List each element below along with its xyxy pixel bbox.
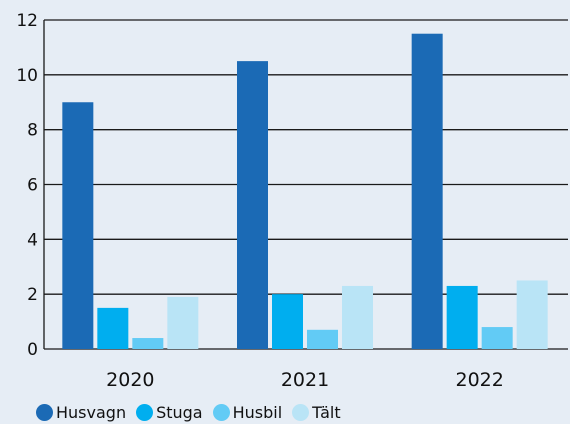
legend-item-stuga: Stuga (136, 403, 203, 422)
bar-tält-2022 (516, 280, 548, 349)
legend-item-husbil: Husbil (212, 402, 283, 422)
legend-label: Tält (312, 402, 341, 422)
bar-husbil-2020 (132, 338, 164, 349)
legend-swatch (292, 403, 310, 421)
x-category-label: 2021 (281, 369, 329, 391)
y-tick-label: 10 (16, 66, 38, 86)
bar-stuga-2021 (272, 294, 303, 349)
bars (62, 33, 548, 349)
bar-husvagn-2022 (411, 33, 443, 349)
legend-label: Husvagn (56, 402, 127, 422)
bar-stuga-2022 (446, 285, 478, 349)
y-tick-label: 6 (27, 176, 38, 196)
bar-stuga-2020 (97, 307, 129, 349)
y-tick-label: 4 (27, 230, 38, 250)
legend-swatch (36, 403, 53, 421)
bar-tält-2020 (167, 296, 199, 349)
bar-husvagn-2021 (237, 61, 268, 349)
bar-husbil-2022 (481, 327, 513, 349)
bar-tält-2021 (342, 285, 373, 349)
legend-swatch (136, 403, 154, 421)
legend-label: Stuga (156, 402, 203, 422)
bar-chart: 0 2 4 6 8 10 12 2020 2021 2022 (16, 11, 568, 391)
legend-item-tält: Tält (292, 402, 341, 422)
y-tick-label: 8 (27, 121, 38, 141)
legend-item-husvagn: Husvagn (36, 403, 126, 422)
bar-husbil-2021 (307, 329, 338, 349)
x-category-label: 2020 (106, 369, 154, 391)
bar-husvagn-2020 (62, 102, 94, 349)
x-axis-categories: 2020 2021 2022 (106, 369, 504, 391)
y-tick-label: 0 (27, 340, 38, 360)
y-tick-label: 12 (16, 11, 38, 31)
legend-swatch (212, 403, 230, 421)
gridlines (43, 19, 568, 350)
y-tick-label: 2 (27, 285, 38, 305)
legend: Husvagn Stuga Husbil Tält (36, 400, 345, 424)
y-axis-ticks: 0 2 4 6 8 10 12 (16, 11, 38, 360)
legend-label: Husbil (232, 402, 283, 422)
x-category-label: 2022 (455, 369, 503, 391)
